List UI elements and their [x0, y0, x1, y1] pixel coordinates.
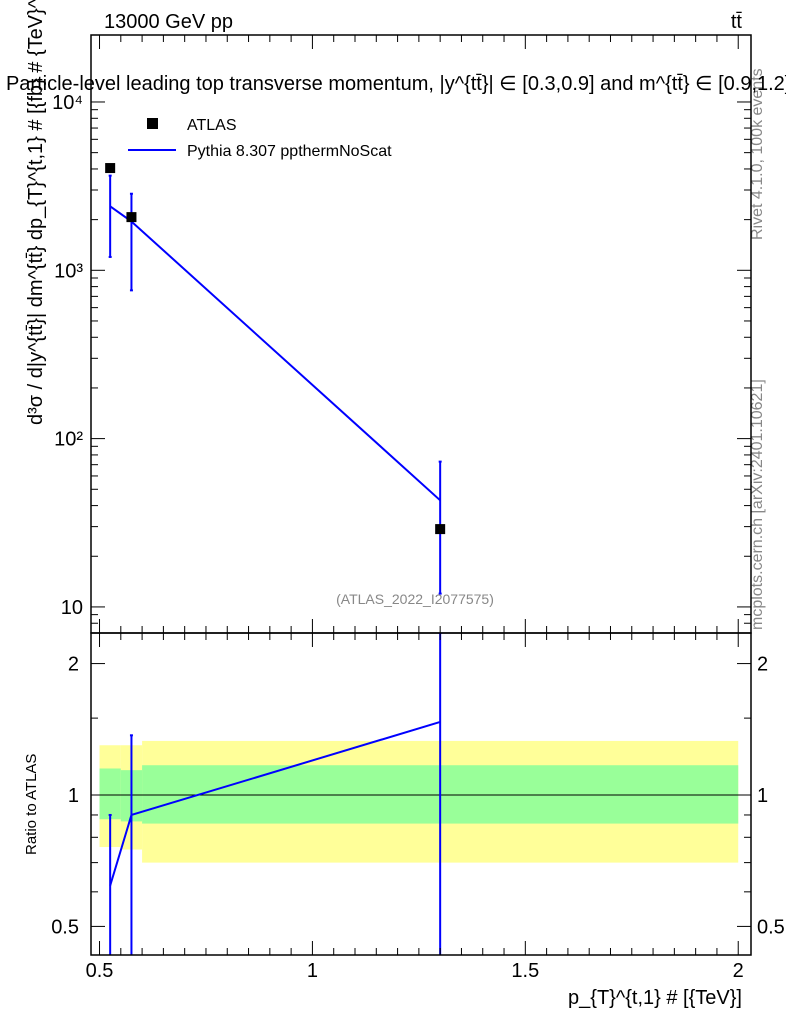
- mc-line: [109, 205, 441, 502]
- ratio-y-axis-title: Ratio to ATLAS: [23, 754, 40, 855]
- ratio-y-tick-label: 2: [757, 654, 768, 676]
- ratio-y-tick-label: 1: [68, 785, 79, 807]
- x-tick-label: 1.5: [511, 960, 539, 982]
- x-tick-label: 2: [733, 960, 744, 982]
- legend-marker-atlas: [147, 118, 158, 129]
- x-tick-label: 1: [307, 960, 318, 982]
- ratio-frame: [90, 632, 752, 956]
- legend-label-atlas: ATLAS: [187, 117, 237, 134]
- data-point: [435, 524, 446, 535]
- energy-label: 13000 GeV pp: [104, 11, 233, 33]
- y-tick-label: 10⁴: [52, 92, 83, 114]
- data-point: [126, 212, 137, 223]
- ratio-y-tick-label: 1: [757, 785, 768, 807]
- y-tick-label: 10²: [54, 429, 83, 451]
- plot-title: Particle-level leading top transverse mo…: [6, 73, 786, 95]
- legend: ATLAS Pythia 8.307 ppthermNoScat: [128, 117, 392, 160]
- source-label: mcplots.cern.ch [arXiv:2401.10621]: [749, 379, 766, 630]
- process-label: tt̄: [731, 11, 743, 33]
- main-panel: 10 10² 10³ 10⁴: [52, 34, 752, 634]
- analysis-id: (ATLAS_2022_I2077575): [336, 591, 494, 607]
- legend-label-pythia: Pythia 8.307 ppthermNoScat: [187, 143, 392, 160]
- y-axis-title: d³σ / d|y^{tt̄}| dm^{tt̄} dp_{T}^{t,1} #…: [25, 0, 47, 425]
- y-tick-label: 10³: [54, 260, 83, 282]
- y-tick-label: 10: [61, 597, 83, 619]
- ratio-y-tick-label: 2: [68, 654, 79, 676]
- ratio-panel: 0.5 0.5 1 1 2 2 0.5 1 1.5 2: [51, 632, 785, 982]
- x-axis-title: p_{T}^{t,1} # [{TeV}]: [568, 987, 742, 1009]
- rivet-label: Rivet 4.1.0, 100k events: [749, 68, 766, 240]
- ratio-band-inner: [99, 768, 121, 820]
- data-point: [105, 163, 116, 174]
- ratio-y-tick-label: 0.5: [51, 916, 79, 938]
- ratio-y-tick-label: 0.5: [757, 916, 785, 938]
- x-tick-label: 0.5: [86, 960, 114, 982]
